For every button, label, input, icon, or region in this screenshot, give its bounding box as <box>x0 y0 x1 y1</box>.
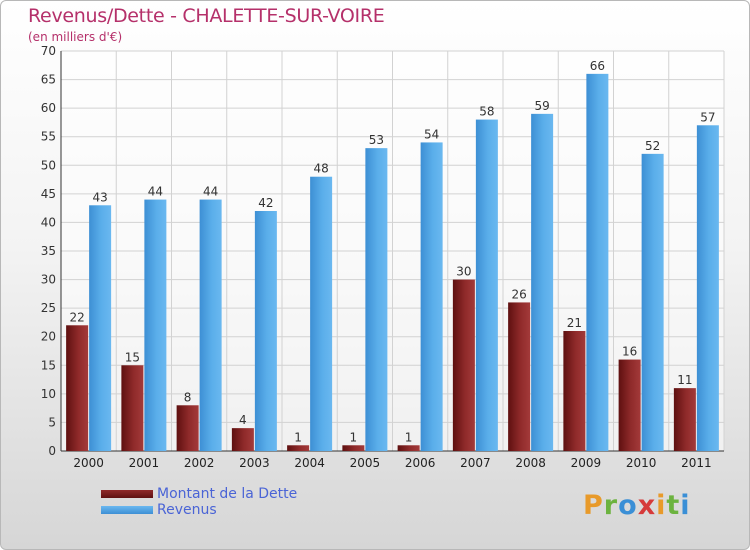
data-label-revenue: 44 <box>203 185 218 199</box>
bar-debt <box>397 445 420 451</box>
x-tick-label: 2006 <box>405 456 436 470</box>
bar-revenue <box>365 148 388 451</box>
y-tick-label: 55 <box>41 130 56 144</box>
x-tick-label: 2001 <box>129 456 160 470</box>
y-tick-label: 30 <box>41 273 56 287</box>
bar-revenue <box>586 73 609 451</box>
y-tick-label: 65 <box>41 73 56 87</box>
logo-letter: x <box>637 490 657 521</box>
legend-label-debt: Montant de la Dette <box>157 486 298 502</box>
legend-swatch-revenue <box>101 506 153 514</box>
y-tick-label: 10 <box>41 387 56 401</box>
bar-revenue <box>531 113 554 451</box>
data-label-revenue: 48 <box>313 162 328 176</box>
y-tick-label: 5 <box>48 415 56 429</box>
data-label-debt: 16 <box>622 345 637 359</box>
y-tick-label: 70 <box>41 44 56 58</box>
data-label-revenue: 52 <box>645 139 660 153</box>
x-tick-label: 2004 <box>294 456 325 470</box>
data-label-revenue: 53 <box>369 133 384 147</box>
data-label-revenue: 58 <box>479 105 494 119</box>
bar-revenue <box>199 199 222 451</box>
y-tick-label: 20 <box>41 330 56 344</box>
y-tick-label: 0 <box>48 444 56 458</box>
bar-revenue <box>89 205 112 451</box>
logo-letter: t <box>666 490 681 521</box>
y-tick-label: 35 <box>41 244 56 258</box>
y-tick-label: 15 <box>41 358 56 372</box>
bar-revenue <box>144 199 167 451</box>
y-tick-label: 40 <box>41 215 56 229</box>
legend-swatch-debt <box>101 490 153 498</box>
data-label-debt: 1 <box>350 430 358 444</box>
logo-letter: P <box>583 490 604 521</box>
bar-debt <box>508 302 531 451</box>
x-tick-label: 2003 <box>239 456 270 470</box>
bar-debt <box>563 331 586 451</box>
data-label-revenue: 57 <box>700 110 715 124</box>
bar-revenue <box>641 153 664 451</box>
x-tick-label: 2005 <box>350 456 381 470</box>
y-tick-label: 45 <box>41 187 56 201</box>
data-label-revenue: 66 <box>590 59 605 73</box>
bar-debt <box>342 445 365 451</box>
x-tick-label: 2002 <box>184 456 215 470</box>
bar-revenue <box>254 211 277 451</box>
x-tick-label: 2007 <box>460 456 491 470</box>
data-label-revenue: 42 <box>258 196 273 210</box>
data-label-revenue: 54 <box>424 127 439 141</box>
data-label-debt: 30 <box>456 265 471 279</box>
bar-debt <box>66 325 89 451</box>
bar-debt <box>231 428 254 451</box>
bar-debt <box>176 405 199 451</box>
data-label-debt: 11 <box>677 373 692 387</box>
bar-debt <box>452 279 475 451</box>
x-tick-label: 2011 <box>681 456 712 470</box>
bar-revenue <box>696 125 719 452</box>
y-tick-label: 50 <box>41 158 56 172</box>
data-label-debt: 8 <box>184 390 192 404</box>
bar-debt <box>673 388 696 451</box>
data-label-debt: 21 <box>567 316 582 330</box>
y-tick-label: 60 <box>41 101 56 115</box>
y-tick-label: 25 <box>41 301 56 315</box>
data-label-debt: 26 <box>511 287 526 301</box>
data-label-revenue: 44 <box>148 185 163 199</box>
bar-revenue <box>420 142 443 451</box>
bar-debt <box>618 359 641 451</box>
chart-title: Revenus/Dette - CHALETTE-SUR-VOIRE <box>28 5 385 27</box>
data-label-revenue: 43 <box>92 190 107 204</box>
bar-debt <box>121 365 144 451</box>
bar-revenue <box>475 119 498 452</box>
data-label-revenue: 59 <box>534 99 549 113</box>
bar-debt <box>287 445 310 451</box>
x-tick-label: 2008 <box>515 456 546 470</box>
data-label-debt: 4 <box>239 413 247 427</box>
data-label-debt: 15 <box>125 350 140 364</box>
data-label-debt: 22 <box>69 310 84 324</box>
legend-label-revenue: Revenus <box>157 502 217 518</box>
x-tick-label: 2000 <box>73 456 104 470</box>
logo-letter: o <box>618 490 638 521</box>
data-label-debt: 1 <box>405 430 413 444</box>
proxiti-logo: Proxiti <box>583 490 691 521</box>
chart-subtitle: (en milliers d'€) <box>28 30 123 44</box>
logo-letter: i <box>680 490 691 521</box>
bar-revenue <box>310 176 333 451</box>
x-tick-label: 2009 <box>571 456 602 470</box>
data-label-debt: 1 <box>294 430 302 444</box>
x-tick-label: 2010 <box>626 456 657 470</box>
logo-letter: r <box>603 490 619 521</box>
logo-letter: i <box>656 490 667 521</box>
